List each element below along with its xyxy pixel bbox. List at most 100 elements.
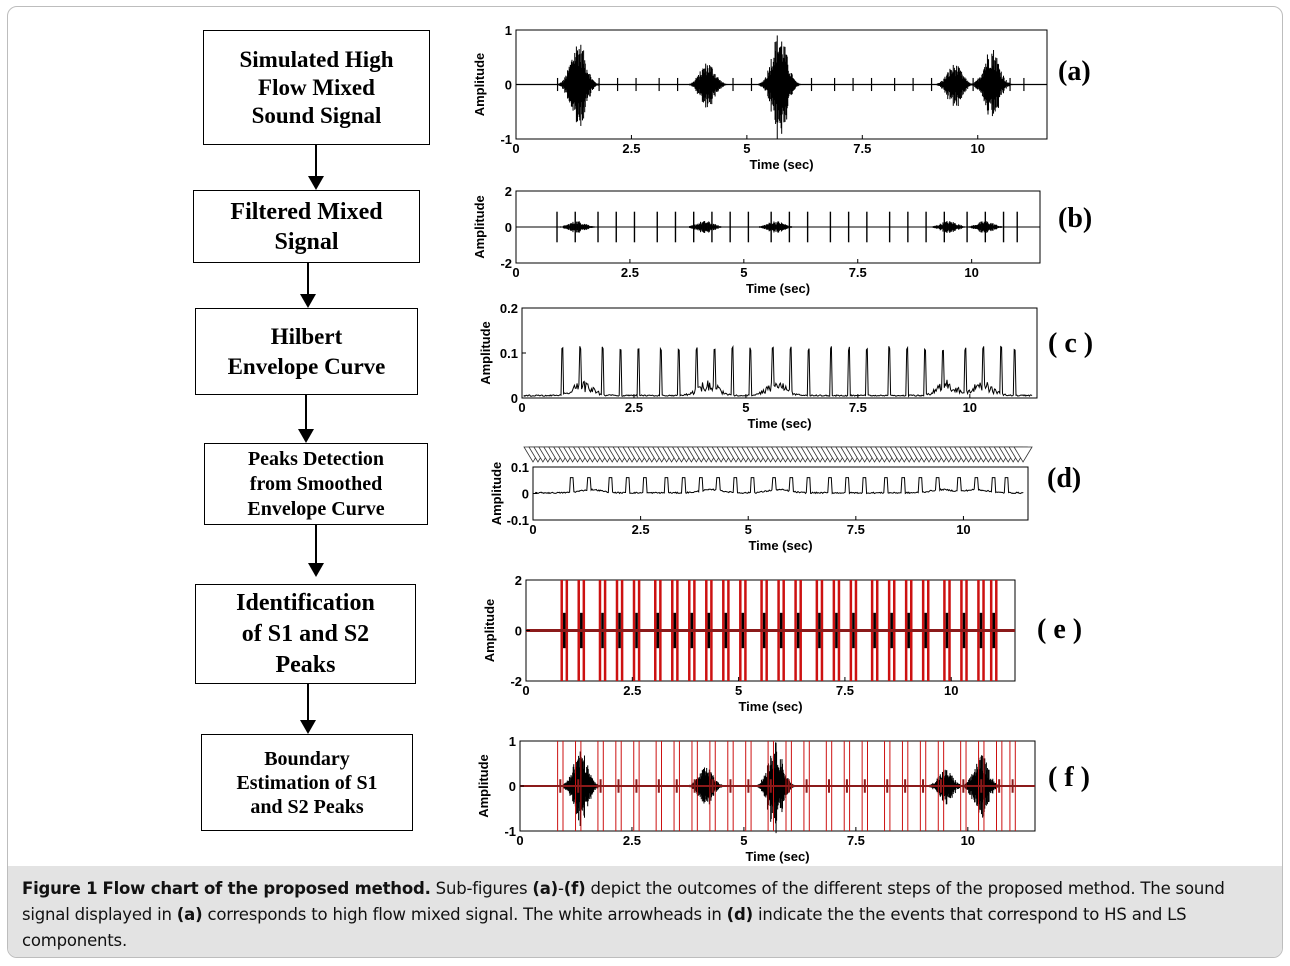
x-tick-label: 2.5 [621, 265, 639, 280]
y-tick-label: 0 [505, 78, 512, 93]
x-tick-label: 5 [740, 833, 747, 848]
subfigure-label: (d) [1047, 463, 1081, 494]
x-axis-label: Time (sec) [747, 416, 811, 431]
y-tick-label: -1 [500, 132, 512, 147]
x-tick-label: 5 [745, 522, 752, 537]
x-tick-label: 10 [956, 522, 970, 537]
step-box-1: Simulated High Flow Mixed Sound Signal [203, 30, 430, 145]
step-box-6: Boundary Estimation of S1 and S2 Peaks [201, 734, 413, 831]
caption-ref-d: (d) [726, 905, 753, 924]
x-tick-label: 5 [742, 400, 749, 415]
subfigure-label: (a) [1058, 56, 1091, 87]
x-tick-label: 7.5 [849, 400, 867, 415]
axes-frame [532, 466, 1029, 521]
caption-ref-f: (f) [563, 879, 586, 898]
signal-trace [526, 580, 1015, 681]
subfigure-label: ( f ) [1048, 762, 1090, 793]
y-axis-label: Amplitude [489, 462, 504, 526]
signal-trace [516, 211, 1040, 243]
x-tick-label: 5 [740, 265, 747, 280]
y-tick-label: 1 [509, 734, 516, 749]
x-tick-label: 10 [963, 400, 977, 415]
y-tick-label: 1 [505, 23, 512, 38]
caption-fig-num: Figure 1 [22, 879, 98, 898]
x-tick-label: 0 [529, 522, 536, 537]
x-tick-label: 2.5 [625, 400, 643, 415]
y-tick-label: 0.2 [500, 301, 518, 316]
step-label-5: Identification of S1 and S2 Peaks [236, 589, 375, 678]
x-tick-label: 0 [518, 400, 525, 415]
arrow-4 [308, 525, 324, 577]
x-tick-label: 7.5 [847, 522, 865, 537]
x-axis-label: Time (sec) [745, 849, 809, 864]
arrow-1 [308, 145, 324, 190]
x-axis-label: Time (sec) [749, 157, 813, 172]
x-tick-label: 5 [743, 141, 750, 156]
arrow-5 [300, 684, 316, 734]
subfigure-label: ( c ) [1048, 328, 1093, 359]
axis-ticks: 0 2.5 5 7.5 100.10-0.1 [507, 460, 971, 537]
caption-ref-a2: (a) [176, 905, 203, 924]
x-axis-label: Time (sec) [738, 699, 802, 714]
caption-background [8, 866, 1282, 957]
x-tick-label: 10 [944, 683, 958, 698]
step-label-6: Boundary Estimation of S1 and S2 Peaks [236, 747, 378, 818]
step-label-3: Hilbert Envelope Curve [227, 323, 386, 379]
y-tick-label: 0 [505, 220, 512, 235]
signal-trace [523, 345, 1033, 398]
x-tick-label: 2.5 [623, 683, 641, 698]
step-box-3: Hilbert Envelope Curve [195, 308, 418, 395]
figure-caption: Figure 1 Flow chart of the proposed meth… [22, 876, 1274, 954]
arrow-2 [300, 263, 316, 308]
y-tick-label: 0 [515, 624, 522, 639]
signal-trace [535, 477, 1024, 495]
y-axis-label: Amplitude [472, 195, 487, 259]
y-tick-label: -1 [504, 824, 516, 839]
caption-text-5: indicate the the events that correspond … [22, 905, 1187, 950]
caption-text-1: Sub-figures [430, 879, 533, 898]
y-tick-label: 0.1 [500, 346, 518, 361]
signal-trace [520, 741, 1035, 834]
x-tick-label: 7.5 [847, 833, 865, 848]
x-tick-label: 10 [964, 265, 978, 280]
step-label-1: Simulated High Flow Mixed Sound Signal [239, 46, 394, 128]
x-tick-label: 10 [971, 141, 985, 156]
caption-ref-a1: (a) [532, 879, 559, 898]
axis-ticks: 0 2.5 5 7.5 10 0.2 0.1 0 [500, 301, 977, 415]
caption-text-3: depict the outcomes of the different ste… [22, 879, 1225, 924]
arrow-3 [298, 395, 314, 443]
y-tick-label: 2 [515, 573, 522, 588]
step-box-2: Filtered Mixed Signal [193, 190, 420, 263]
caption-text-2: - [558, 879, 564, 898]
x-tick-label: 10 [961, 833, 975, 848]
y-tick-label: -0.1 [507, 513, 529, 528]
y-axis-label: Amplitude [472, 53, 487, 117]
caption-fig-title: Flow chart of the proposed method. [102, 879, 431, 898]
signal-trace [516, 35, 1047, 140]
y-axis-label: Amplitude [476, 754, 491, 818]
x-tick-label: 2.5 [632, 522, 650, 537]
y-tick-label: -2 [500, 256, 512, 271]
panel-c: 0 2.5 5 7.5 10 0.2 0.1 0 Time (sec) Amplitude ( c … [478, 301, 1093, 431]
event-arrowheads [523, 446, 1033, 463]
step-box-5: Identification of S1 and S2 Peaks [195, 584, 416, 684]
subfigure-label: ( e ) [1037, 614, 1082, 645]
step-label-4: Peaks Detection from Smoothed Envelope C… [247, 447, 385, 520]
x-axis-label: Time (sec) [746, 281, 810, 296]
step-box-4: Peaks Detection from Smoothed Envelope C… [204, 443, 428, 525]
x-tick-label: 0 [516, 833, 523, 848]
x-tick-label: 0 [512, 141, 519, 156]
x-tick-label: 5 [735, 683, 742, 698]
y-tick-label: -2 [510, 674, 522, 689]
